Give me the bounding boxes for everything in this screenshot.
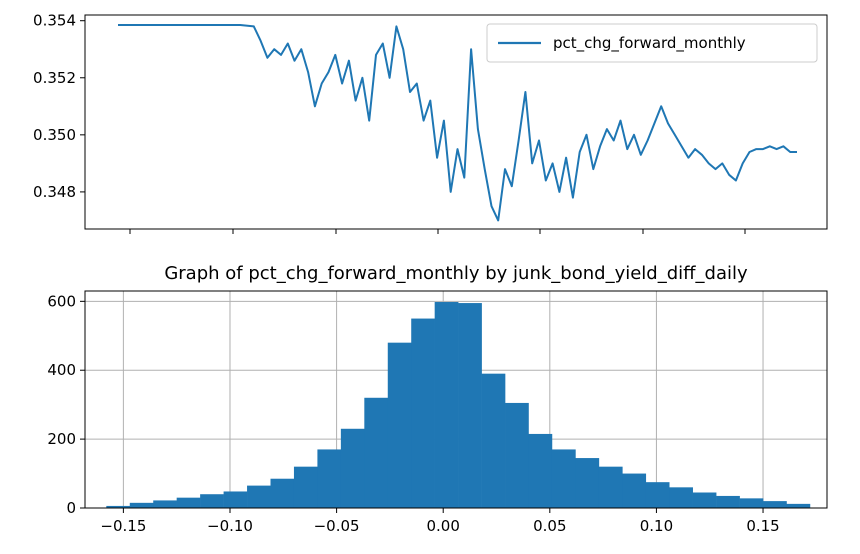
y-tick-label: 0.354: [33, 12, 76, 30]
x-tick-label: 0.00: [427, 517, 460, 535]
histogram-bars: [106, 302, 811, 508]
histogram-bar: [176, 497, 201, 508]
x-tick-label: −0.10: [207, 517, 253, 535]
histogram-bar: [481, 373, 506, 508]
y-tick-label: 400: [47, 361, 76, 379]
histogram-bar: [739, 498, 764, 508]
x-tick-label: 0.05: [533, 517, 566, 535]
histogram-bar: [364, 397, 389, 508]
histogram-bar: [200, 494, 224, 508]
histogram-bar: [270, 478, 295, 508]
legend: pct_chg_forward_monthly: [486, 23, 818, 63]
line-chart-panel: 0.348 0.350 0.352 0.354 pct_chg_forward_mon…: [33, 12, 828, 234]
y-tick-label: 0.348: [33, 183, 76, 201]
histogram-bar: [387, 342, 412, 508]
histogram-bar: [551, 449, 576, 508]
bottom-plot-frame: [84, 290, 828, 509]
histogram-bar: [129, 502, 154, 508]
histogram-bar: [317, 449, 342, 508]
x-tick-label: −0.15: [100, 517, 146, 535]
y-tick-label: 0.350: [33, 126, 76, 144]
bottom-y-axis: 0 200 400 600: [47, 292, 85, 517]
legend-label: pct_chg_forward_monthly: [553, 34, 746, 53]
legend-box: [486, 23, 818, 63]
y-tick-label: 600: [47, 292, 76, 310]
histogram-bar: [716, 495, 740, 508]
histogram-bar: [505, 402, 529, 508]
histogram-bar: [293, 466, 318, 508]
x-tick-label: 0.10: [640, 517, 673, 535]
histogram-bar: [528, 433, 553, 508]
y-tick-label: 200: [47, 430, 76, 448]
histogram-bar: [340, 428, 365, 508]
histogram-bar: [411, 318, 435, 508]
histogram-bar: [763, 501, 787, 508]
y-tick-label: 0.352: [33, 69, 76, 87]
x-tick-label: 0.15: [746, 517, 779, 535]
histogram-bar: [598, 466, 623, 508]
chart-title: Graph of pct_chg_forward_monthly by junk…: [164, 263, 748, 284]
line-series-group: [118, 24, 797, 222]
x-tick-label: −0.05: [314, 517, 360, 535]
histogram-bar: [575, 458, 600, 508]
histogram-bar: [223, 491, 248, 508]
histogram-bar: [153, 500, 177, 508]
series-line: [118, 24, 797, 222]
bottom-x-axis: −0.15 −0.10 −0.05 0.00 0.05 0.10 0.15: [100, 508, 780, 535]
top-plot-frame: [84, 14, 828, 230]
histogram-bar: [645, 482, 670, 508]
histogram-bar: [434, 302, 459, 508]
histogram-bar: [692, 492, 717, 508]
histogram-bar: [106, 505, 131, 508]
histogram-bar: [458, 303, 482, 508]
histogram-bar: [669, 487, 693, 508]
histogram-bar: [622, 473, 647, 508]
histogram-bar: [247, 485, 271, 508]
histogram-panel: Graph of pct_chg_forward_monthly by junk…: [47, 263, 828, 535]
top-y-axis: 0.348 0.350 0.352 0.354: [33, 12, 85, 201]
histogram-bar: [786, 503, 811, 508]
top-x-axis: [129, 229, 746, 234]
y-tick-label: 0: [66, 499, 76, 517]
